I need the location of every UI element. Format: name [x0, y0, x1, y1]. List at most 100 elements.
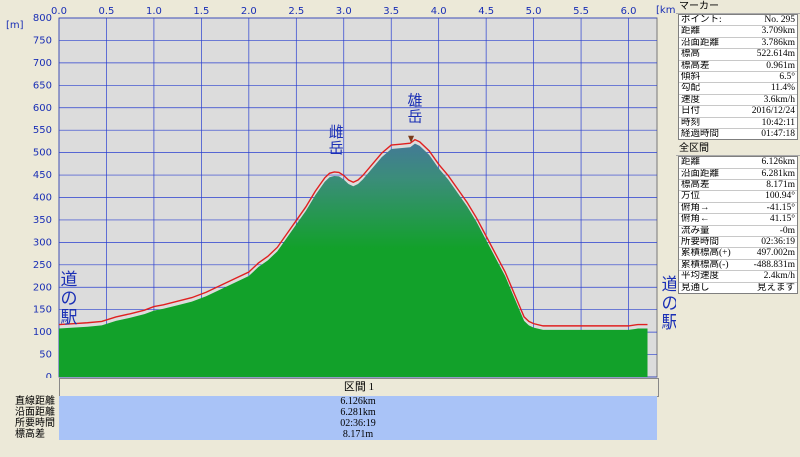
marker-row-value: 11.4%	[770, 83, 795, 94]
marker-table: ポイント: No. 295 距離 3.709km 沿面距離 3.786km 標高 522.61…	[678, 14, 798, 141]
peak-label-char: 岳	[407, 108, 422, 126]
marker-section-title: マーカー	[676, 0, 800, 14]
section-row-value: -0m	[779, 225, 795, 236]
section-row: 所要時間 02:36:19	[679, 237, 797, 249]
section-tab[interactable]: 区間 1	[59, 378, 659, 397]
peak-label-char: 岳	[329, 139, 344, 157]
section-row-value: 見えます	[756, 282, 795, 293]
section-row-value: -41.15°	[766, 202, 795, 213]
summary-label: 所要時間	[15, 418, 55, 429]
elevation-profile-line	[58, 138, 648, 327]
section-row-value: 6.281km	[761, 168, 795, 179]
section-row-label: 累積標高(+)	[681, 248, 731, 259]
summary-value: 6.281km	[59, 407, 657, 418]
section-summary: 直線距離 6.126km 沿面距離 6.281km 所要時間 02:36:19 標高差 8.1…	[0, 396, 658, 446]
section-row: 俯角← 41.15°	[679, 214, 797, 226]
section-row: 俯角→ -41.15°	[679, 202, 797, 215]
marker-row: 経過時間 01:47:18	[679, 129, 797, 139]
peak-label-line1: 雄岳	[407, 92, 422, 126]
x-tick-label: 1.0	[146, 6, 162, 17]
x-tick-label: 0.0	[51, 6, 67, 17]
section-row-value: 8.171m	[766, 180, 795, 191]
marker-row-value: 0.961m	[766, 60, 795, 71]
x-tick-label: 2.5	[288, 6, 304, 17]
marker-row-label: 傾斜	[681, 71, 701, 82]
section-row-label: 流み量	[681, 225, 710, 236]
summary-label: 標高差	[15, 429, 45, 440]
marker-row-label: 勾配	[681, 83, 701, 94]
summary-label: 直線距離	[15, 396, 55, 407]
y-tick-label: 450	[33, 170, 52, 181]
y-tick-label: 400	[33, 193, 52, 204]
marker-row: 沿面距離 3.786km	[679, 38, 797, 50]
section-row-label: 平均速度	[681, 271, 720, 282]
section-row: 見通し 見えます	[679, 283, 797, 293]
marker-row: 速度 3.6km/h	[679, 94, 797, 107]
x-unit-label: [km]	[656, 5, 676, 16]
marker-row: 標高 522.614m	[679, 49, 797, 61]
section-table: 距離 6.126km 沿面距離 6.281km 標高差 8.171m 方位 100.94° 俯角…	[678, 156, 798, 294]
section-row-value: 02:36:19	[761, 237, 795, 248]
x-tick-label: 5.5	[573, 6, 589, 17]
section-row-label: 距離	[681, 157, 701, 168]
marker-icon	[408, 135, 415, 143]
marker-row-value: 01:47:18	[761, 128, 795, 139]
y-tick-label: 350	[33, 215, 52, 226]
x-tick-label: 4.5	[478, 6, 494, 17]
section-row: 距離 6.126km	[679, 157, 797, 169]
marker-row-label: 経過時間	[681, 128, 720, 139]
all-section-title: 全区間	[676, 142, 800, 157]
elevation-chart[interactable]: 0 50 100 150 200 250 300 350 400 450 500 550 600 650 7…	[0, 0, 676, 378]
y-tick-label: 800	[33, 13, 52, 24]
x-tick-label: 3.0	[336, 6, 352, 17]
current-position-marker	[408, 135, 415, 143]
marker-row: 日付 2016/12/24	[679, 106, 797, 118]
section-row: 標高差 8.171m	[679, 180, 797, 192]
x-tick-label: 4.0	[431, 6, 447, 17]
x-tick-label: 5.0	[526, 6, 542, 17]
section-row-label: 俯角→	[681, 202, 710, 213]
marker-row-value: 3.6km/h	[763, 94, 795, 105]
summary-row: 沿面距離 6.281km	[0, 407, 658, 418]
marker-row: 勾配 11.4%	[679, 83, 797, 95]
section-row-label: 沿面距離	[681, 168, 720, 179]
summary-label: 沿面距離	[15, 407, 55, 418]
station-label-right-text: 道の駅	[661, 275, 679, 333]
section-row-label: 俯角←	[681, 214, 710, 225]
y-unit-label: [m]	[6, 20, 24, 31]
y-tick-label: 200	[33, 282, 52, 293]
summary-row: 直線距離 6.126km	[0, 396, 658, 407]
marker-row-label: 時刻	[681, 117, 701, 128]
station-label-right: 道の駅	[660, 276, 680, 333]
marker-row: ポイント: No. 295	[679, 15, 797, 27]
marker-row-value: 522.614m	[756, 49, 795, 60]
y-tick-label: 600	[33, 103, 52, 114]
y-tick-label: 250	[33, 260, 52, 271]
x-tick-label: 3.5	[383, 6, 399, 17]
marker-row-value: 6.5°	[779, 71, 795, 82]
marker-row-label: 距離	[681, 26, 701, 37]
section-row-value: 100.94°	[765, 191, 795, 202]
y-tick-label: 550	[33, 125, 52, 136]
elevation-line	[58, 138, 648, 327]
x-tick-label: 0.5	[99, 6, 115, 17]
summary-row: 標高差 8.171m	[0, 429, 658, 440]
y-tick-label: 150	[33, 305, 52, 316]
section-row: 沿面距離 6.281km	[679, 168, 797, 181]
marker-row-label: 標高	[681, 49, 701, 60]
section-row-label: 方位	[681, 191, 701, 202]
section-row-label: 累積標高(-)	[681, 259, 729, 270]
marker-row-value: 2016/12/24	[751, 106, 795, 117]
marker-row-value: 3.709km	[761, 26, 795, 37]
marker-row-label: 標高差	[681, 60, 710, 71]
summary-row: 所要時間 02:36:19	[0, 418, 658, 429]
x-tick-label: 6.0	[621, 6, 637, 17]
peak-label-char: 雄	[407, 92, 422, 110]
summary-value: 02:36:19	[59, 418, 657, 429]
section-row-value: 41.15°	[769, 214, 795, 225]
marker-row: 時刻 10:42:11	[679, 118, 797, 129]
section-row: 流み量 -0m	[679, 225, 797, 238]
y-tick-label: 700	[33, 58, 52, 69]
marker-row-value: 10:42:11	[761, 117, 795, 128]
